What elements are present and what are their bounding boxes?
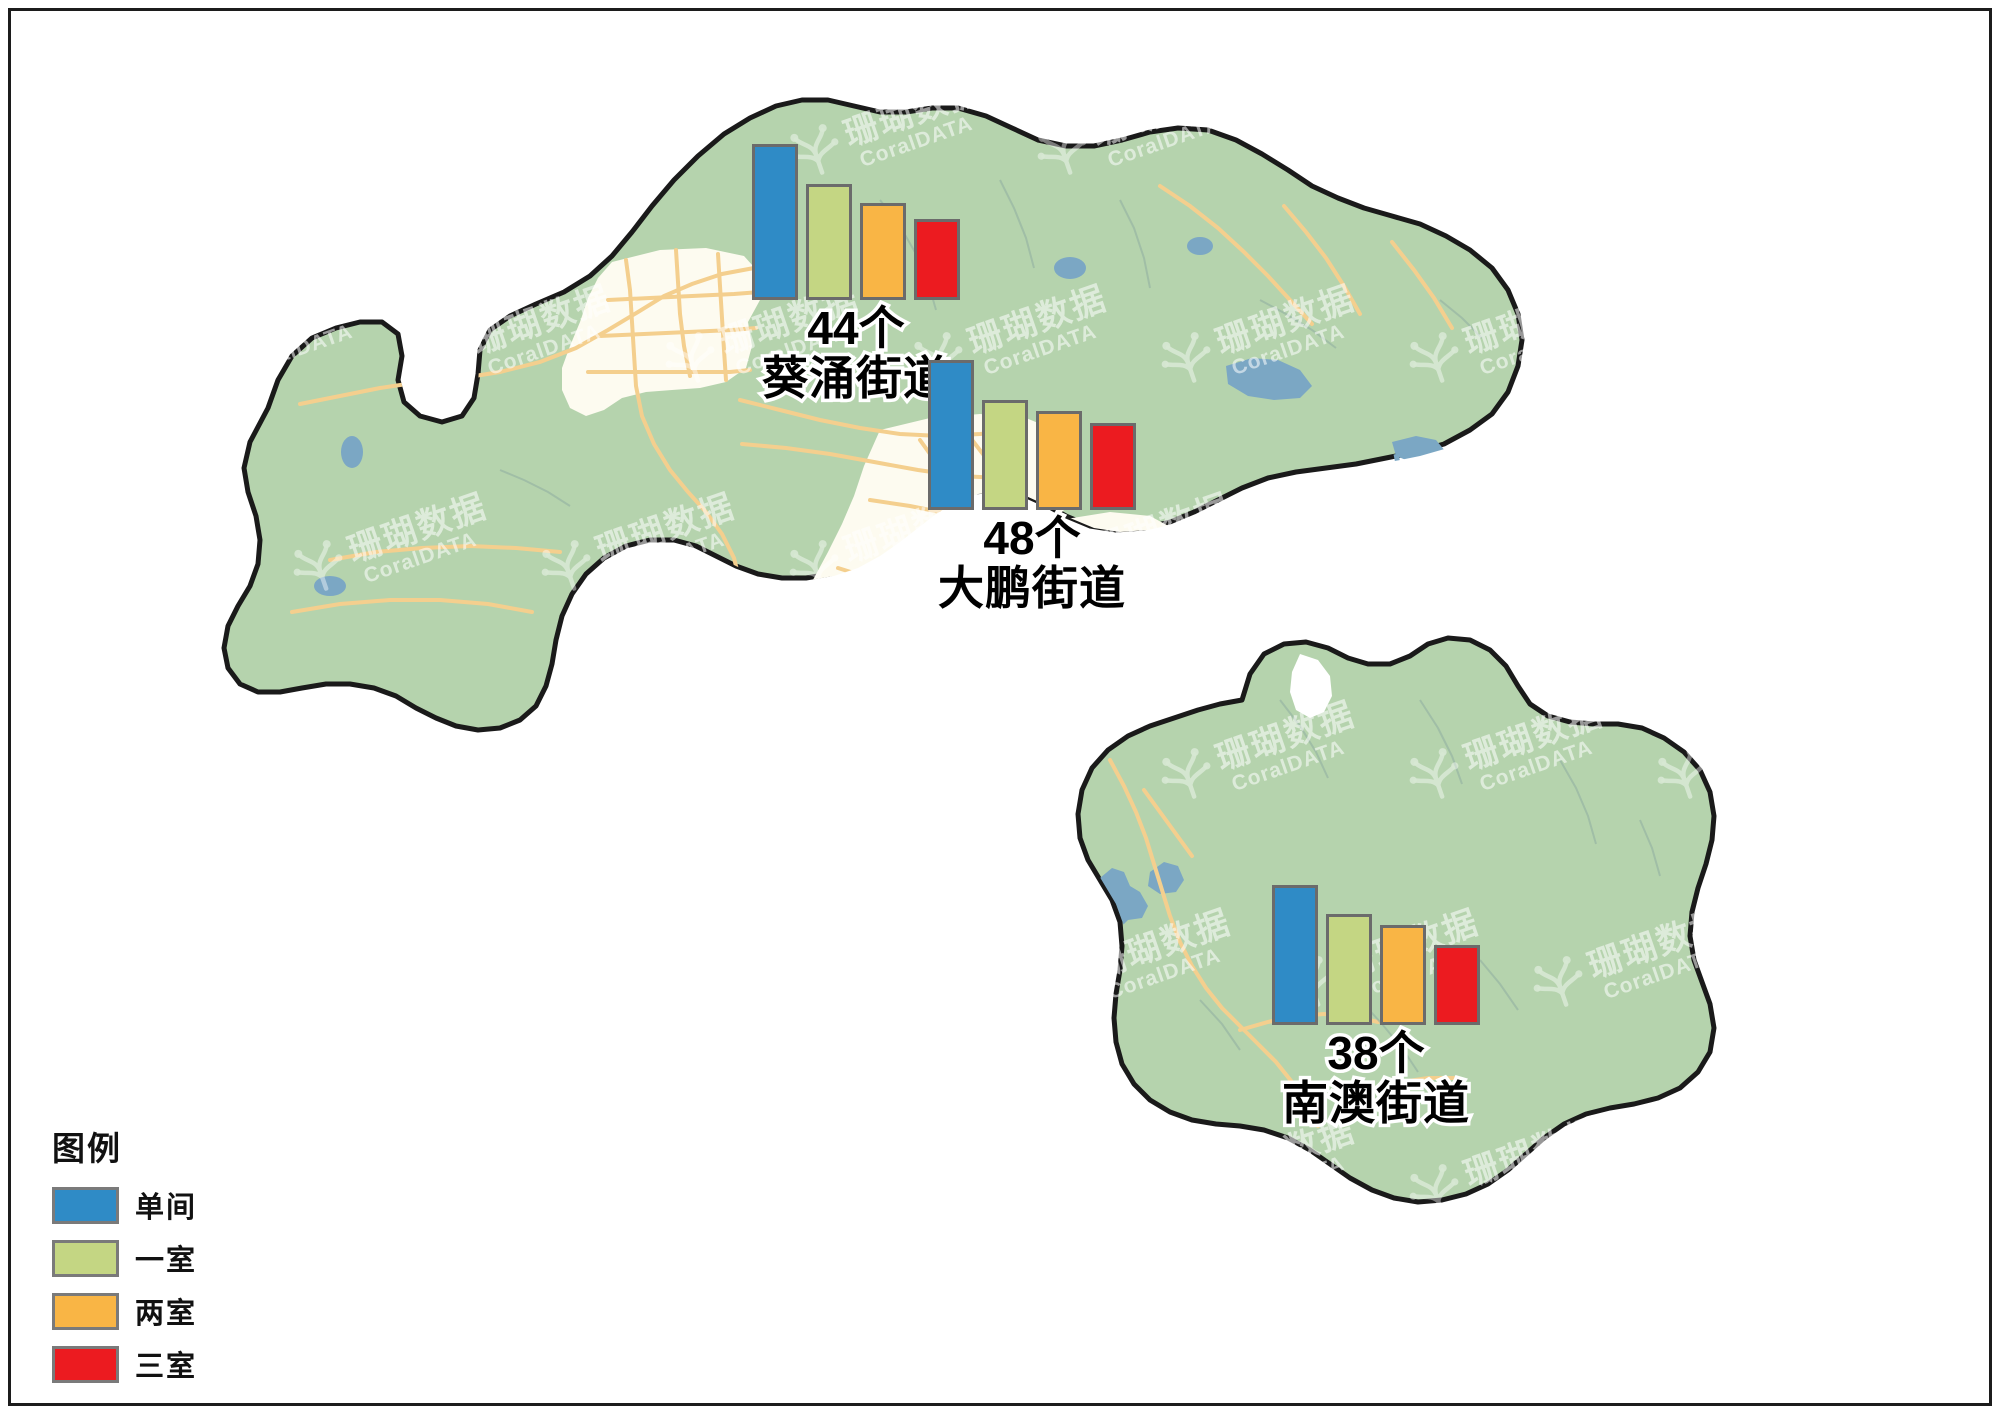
bar-one-room [1326,914,1372,1025]
bar-cluster-dapeng: 48个 大鹏街道 [928,350,1136,616]
south-detail [1090,642,1661,1206]
bar-group [752,140,960,300]
legend-item-three-room: 三室 [52,1343,197,1385]
legend-swatch-single-room [52,1186,119,1224]
bar-single-room [752,144,798,300]
bar-three-room [914,219,960,300]
bar-two-room [1036,411,1082,510]
cluster-count: 38个 [1324,1025,1428,1081]
bar-cluster-kuichong: 44个 葵涌街道 [752,140,960,406]
bar-group [1272,865,1480,1025]
bar-two-room [860,203,906,300]
cluster-count: 44个 [804,300,908,356]
legend-swatch-three-room [52,1345,119,1383]
legend-item-one-room: 一室 [52,1237,197,1279]
legend-swatch-two-room [52,1292,119,1330]
bar-group [928,350,1136,510]
bar-one-room [806,184,852,300]
cluster-name: 大鹏街道 [935,560,1129,616]
legend-label: 一室 [135,1245,198,1277]
water-bodies-north [314,237,1446,596]
bar-single-room [928,360,974,510]
bar-two-room [1380,925,1426,1025]
bar-one-room [982,400,1028,510]
legend-swatch-one-room [52,1239,119,1277]
inland-notch [1290,654,1332,718]
cluster-name: 南澳街道 [1279,1075,1473,1131]
legend-label: 两室 [135,1298,198,1330]
legend-item-two-room: 两室 [52,1290,197,1332]
bar-cluster-nanao: 38个 南澳街道 [1272,865,1480,1131]
north-district-polygon [221,97,1525,733]
legend-label: 三室 [135,1351,198,1383]
landmass-south [1075,635,1717,1206]
legend: 图例 单间 一室 两室 三室 [52,1122,197,1396]
bar-three-room [1434,945,1480,1025]
bar-three-room [1090,423,1136,510]
cluster-caption: 48个 大鹏街道 [928,510,1136,616]
cluster-name: 葵涌街道 [759,350,953,406]
cluster-count: 48个 [980,510,1084,566]
bar-single-room [1272,885,1318,1025]
legend-item-single-room: 单间 [52,1184,197,1226]
south-district-polygon [1075,635,1717,1205]
cluster-caption: 38个 南澳街道 [1272,1025,1480,1131]
legend-label: 单间 [135,1192,198,1224]
legend-title: 图例 [52,1130,122,1167]
cluster-caption: 44个 葵涌街道 [752,300,960,406]
